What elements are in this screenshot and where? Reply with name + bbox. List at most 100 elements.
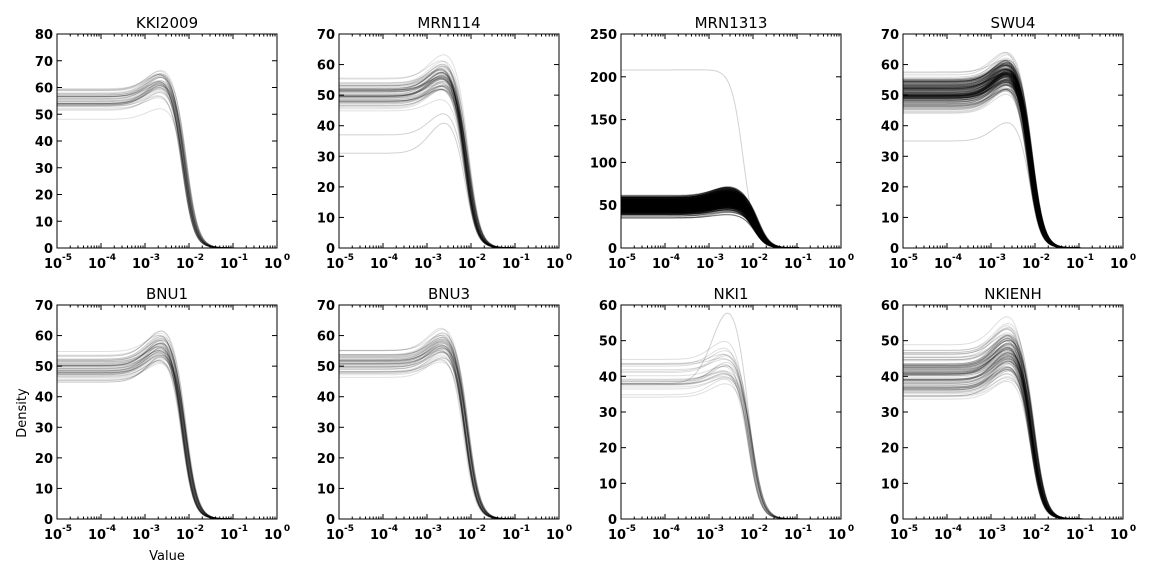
x-tick-exponent: -1 (238, 524, 248, 534)
y-tick-label: 50 (317, 360, 335, 375)
x-tick-label: 10 (828, 528, 846, 543)
y-tick-label: 10 (35, 482, 53, 497)
x-tick-exponent: -5 (62, 524, 72, 534)
density-curve (57, 363, 277, 520)
curve-group (903, 316, 1123, 520)
y-tick-label: 20 (599, 442, 617, 457)
density-curve (903, 376, 1123, 520)
x-tick-exponent: -2 (194, 253, 204, 263)
curve-group (339, 54, 559, 249)
y-tick-label: 10 (317, 211, 335, 226)
density-curve (903, 352, 1123, 520)
subplot-title: NKIENH (984, 285, 1041, 303)
density-curve (57, 356, 277, 520)
x-tick-exponent: -1 (238, 253, 248, 263)
density-curve (57, 358, 277, 520)
density-curve (621, 377, 841, 520)
x-tick-exponent: -2 (1040, 524, 1050, 534)
density-curve (339, 88, 559, 249)
x-tick-exponent: -4 (388, 253, 398, 263)
x-tick-label: 10 (264, 528, 282, 543)
density-curve (339, 355, 559, 520)
plot-frame (620, 304, 842, 520)
density-curve (339, 349, 559, 520)
density-curve (339, 85, 559, 249)
x-tick-exponent: -1 (1084, 253, 1094, 263)
x-tick-label: 10 (1022, 528, 1040, 543)
y-tick-label: 30 (881, 406, 899, 421)
x-tick-label: 10 (1066, 257, 1084, 272)
x-tick-exponent: -3 (714, 253, 724, 263)
x-tick-exponent: 0 (566, 524, 572, 534)
density-curve (339, 84, 559, 249)
x-tick-label: 10 (740, 528, 758, 543)
density-curve (57, 81, 277, 249)
density-curve (621, 210, 841, 249)
y-tick-label: 60 (317, 59, 335, 74)
density-curve (339, 83, 559, 249)
x-tick-label: 10 (784, 528, 802, 543)
plot-frame (338, 304, 560, 520)
y-tick-label: 60 (881, 59, 899, 74)
curve-group (57, 330, 277, 520)
y-tick-label: 40 (317, 120, 335, 135)
plot-frame (56, 304, 278, 520)
x-tick-exponent: -4 (388, 524, 398, 534)
x-tick-label: 10 (1066, 528, 1084, 543)
y-tick-label: 50 (35, 108, 53, 123)
density-curve (339, 359, 559, 520)
y-tick-label: 20 (317, 452, 335, 467)
x-tick-label: 10 (502, 528, 520, 543)
curve-group (621, 312, 841, 520)
x-tick-exponent: 0 (284, 524, 290, 534)
x-tick-label: 10 (696, 528, 714, 543)
x-tick-exponent: -2 (758, 253, 768, 263)
density-curve (621, 371, 841, 520)
x-tick-label: 10 (44, 528, 62, 543)
density-curve (903, 380, 1123, 520)
density-curve (339, 113, 559, 249)
x-tick-label: 10 (934, 257, 952, 272)
density-curve (57, 85, 277, 249)
x-tick-label: 10 (652, 257, 670, 272)
density-curve (903, 90, 1123, 249)
subplot-title: SWU4 (991, 14, 1036, 32)
y-tick-label: 20 (881, 442, 899, 457)
y-tick-label: 10 (881, 477, 899, 492)
y-tick-label: 40 (881, 120, 899, 135)
x-tick-exponent: -5 (908, 524, 918, 534)
x-tick-label: 10 (978, 528, 996, 543)
x-tick-label: 10 (458, 528, 476, 543)
density-curve (339, 354, 559, 520)
y-tick-label: 60 (35, 82, 53, 97)
x-tick-label: 10 (890, 528, 908, 543)
x-tick-label: 10 (44, 257, 62, 272)
y-tick-label: 50 (35, 360, 53, 375)
x-tick-exponent: -1 (520, 524, 530, 534)
density-curve (339, 87, 559, 249)
x-tick-exponent: -3 (714, 524, 724, 534)
x-tick-label: 10 (88, 528, 106, 543)
y-tick-label: 60 (881, 299, 899, 314)
density-curve (339, 361, 559, 520)
x-tick-label: 10 (220, 257, 238, 272)
density-curve (57, 73, 277, 249)
x-tick-exponent: -5 (626, 253, 636, 263)
x-tick-exponent: 0 (848, 524, 854, 534)
curve-group (621, 69, 841, 249)
density-curve (339, 349, 559, 520)
y-tick-label: 100 (590, 156, 617, 171)
density-curve (57, 95, 277, 249)
density-curve (339, 340, 559, 520)
density-curve (621, 312, 841, 520)
y-tick-label: 200 (590, 71, 617, 86)
plot-frame (56, 33, 278, 249)
density-curve (57, 359, 277, 520)
x-tick-label: 10 (326, 257, 344, 272)
density-curve (903, 379, 1123, 520)
